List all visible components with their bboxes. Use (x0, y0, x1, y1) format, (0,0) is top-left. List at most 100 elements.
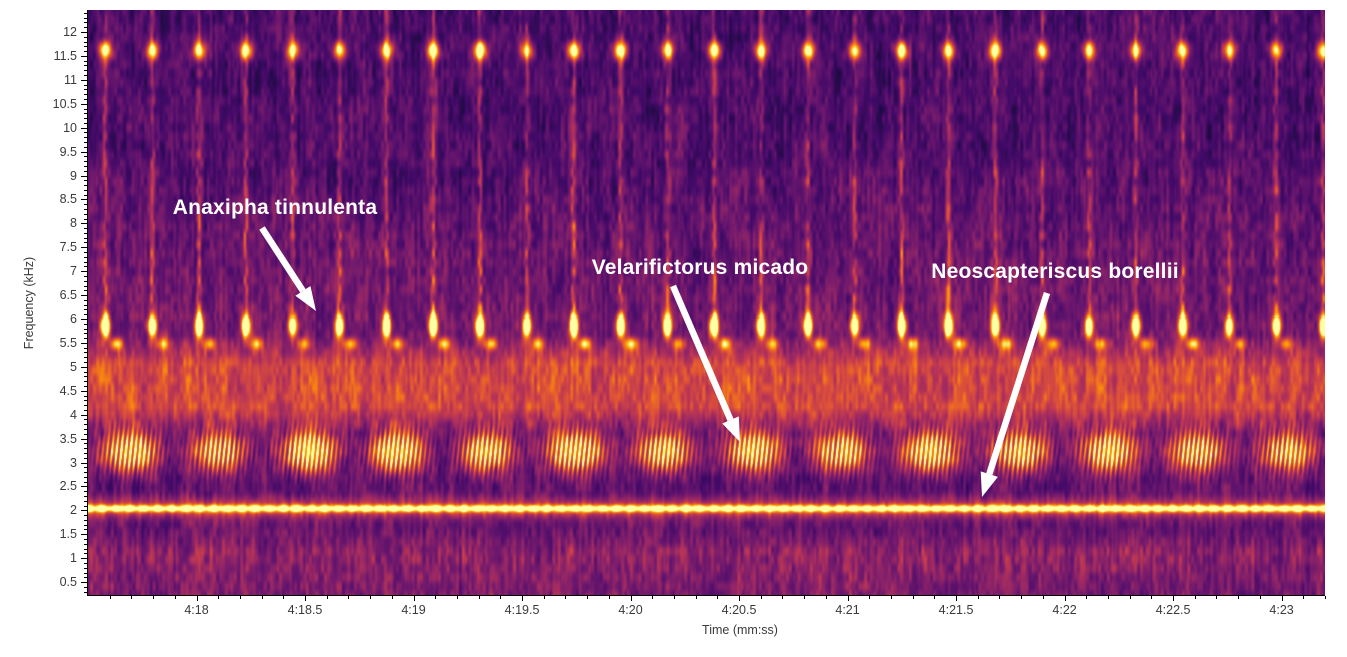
y-tick-label: 10 (63, 120, 77, 135)
tick-mark (84, 443, 87, 445)
tick-mark (84, 118, 87, 120)
tick-mark (84, 170, 87, 172)
tick-mark (84, 562, 87, 564)
tick-mark (84, 529, 87, 531)
x-tick-label: 4:19 (401, 603, 426, 617)
tick-mark (999, 596, 1001, 599)
y-tick-label: 7 (70, 264, 77, 279)
tick-mark (84, 586, 87, 588)
tick-mark (81, 32, 87, 33)
tick-mark (1194, 596, 1196, 599)
y-tick-label: 0.5 (59, 575, 77, 590)
y-tick-label: 9.5 (59, 144, 77, 159)
tick-mark (84, 261, 87, 263)
tick-mark (435, 596, 437, 599)
tick-mark (84, 452, 87, 454)
y-tick-label: 2 (70, 503, 77, 518)
x-tick-label: 4:19.5 (504, 603, 540, 617)
y-tick-label: 7.5 (59, 240, 77, 255)
x-axis-line (87, 595, 1325, 596)
tick-mark (84, 280, 87, 282)
tick-mark (1303, 596, 1305, 599)
x-tick-label: 4:20.5 (721, 603, 757, 617)
tick-mark (84, 381, 87, 383)
tick-mark (84, 385, 87, 387)
tick-mark (84, 146, 87, 148)
tick-mark (84, 256, 87, 258)
tick-mark (84, 409, 87, 411)
tick-mark (153, 596, 155, 599)
tick-mark (739, 596, 741, 601)
tick-mark (84, 242, 87, 244)
x-axis-title: Time (mm:ss) (702, 623, 778, 637)
tick-mark (1173, 596, 1175, 601)
tick-mark (84, 285, 87, 287)
tick-mark (81, 319, 87, 320)
spectrogram-heatmap (88, 10, 1325, 595)
tick-mark (522, 596, 524, 601)
tick-mark (84, 347, 87, 349)
tick-mark (782, 596, 784, 599)
tick-mark (84, 572, 87, 574)
tick-mark (84, 89, 87, 91)
x-tick-label: 4:23 (1269, 603, 1294, 617)
tick-mark (84, 60, 87, 62)
tick-mark (587, 596, 589, 599)
tick-mark (84, 208, 87, 210)
y-tick-label: 11.5 (53, 48, 77, 63)
tick-mark (717, 596, 719, 599)
tick-mark (84, 495, 87, 497)
tick-mark (84, 405, 87, 407)
species-annotation-label: Velarifictorus micado (591, 256, 809, 279)
tick-mark (890, 596, 892, 599)
tick-mark (81, 103, 87, 105)
tick-mark (1216, 596, 1218, 599)
tick-mark (84, 228, 87, 230)
x-tick-label: 4:22.5 (1155, 603, 1191, 617)
tick-mark (543, 596, 545, 599)
tick-mark (1281, 596, 1283, 601)
tick-mark (84, 472, 87, 474)
tick-mark (84, 314, 87, 316)
tick-mark (84, 108, 87, 110)
tick-mark (84, 51, 87, 53)
tick-mark (977, 596, 979, 599)
tick-mark (84, 180, 87, 182)
tick-mark (239, 596, 241, 599)
tick-mark (84, 304, 87, 306)
tick-mark (84, 553, 87, 555)
y-axis-title: Frequency (kHz) (22, 256, 36, 349)
tick-mark (84, 189, 87, 191)
y-tick-label: 2.5 (59, 479, 77, 494)
tick-mark (84, 22, 87, 24)
tick-mark (1021, 596, 1023, 599)
tick-mark (84, 543, 87, 545)
tick-mark (84, 505, 87, 507)
y-tick-label: 11 (64, 72, 77, 87)
y-tick-label: 8.5 (59, 192, 77, 207)
tick-mark (84, 539, 87, 541)
tick-mark (1259, 596, 1261, 599)
tick-mark (84, 17, 87, 19)
tick-mark (84, 46, 87, 48)
tick-mark (456, 596, 458, 599)
tick-mark (84, 204, 87, 206)
tick-mark (84, 515, 87, 517)
tick-mark (84, 113, 87, 115)
tick-mark (81, 342, 87, 344)
tick-mark (695, 596, 697, 599)
y-tick-label: 9 (70, 168, 77, 183)
tick-mark (1064, 596, 1066, 601)
tick-mark (84, 519, 87, 521)
tick-mark (84, 333, 87, 335)
tick-mark (565, 596, 567, 599)
tick-mark (1086, 596, 1088, 599)
tick-mark (652, 596, 654, 599)
y-tick-label: 5.5 (59, 335, 77, 350)
species-annotation-label: Neoscapteriscus borellii (931, 260, 1179, 283)
tick-mark (84, 481, 87, 483)
species-annotation-label: Anaxipha tinnulenta (172, 196, 378, 219)
tick-mark (218, 596, 220, 599)
tick-mark (348, 596, 350, 599)
